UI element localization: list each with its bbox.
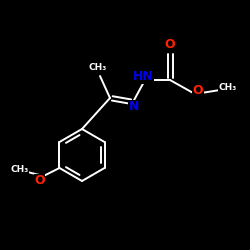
Text: CH₃: CH₃: [219, 84, 237, 92]
Text: HN: HN: [132, 70, 154, 84]
Text: CH₃: CH₃: [10, 166, 29, 174]
Text: O: O: [34, 174, 45, 188]
Text: O: O: [165, 38, 175, 51]
Text: CH₃: CH₃: [89, 64, 107, 72]
Text: N: N: [129, 100, 139, 114]
Text: O: O: [193, 84, 203, 96]
